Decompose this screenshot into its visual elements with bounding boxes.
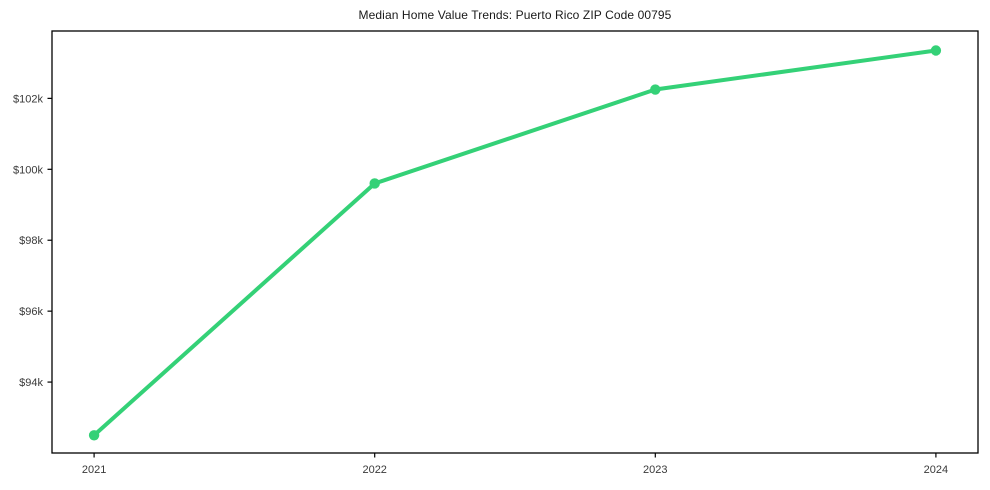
data-point-marker	[369, 178, 380, 189]
y-tick-label: $96k	[19, 306, 43, 318]
x-tick-label: 2024	[924, 464, 948, 476]
data-point-marker	[88, 430, 100, 441]
series-line	[92, 48, 938, 438]
y-tick-label: $98k	[19, 235, 43, 247]
data-point-marker	[930, 45, 942, 56]
y-tick-label: $100k	[13, 164, 43, 176]
x-tick-label: 2022	[362, 464, 386, 476]
x-tick-label: 2021	[82, 464, 106, 476]
data-point-marker	[650, 84, 661, 95]
chart-title: Median Home Value Trends: Puerto Rico ZI…	[358, 8, 672, 22]
y-tick-label: $94k	[19, 377, 43, 389]
plot-border	[51, 30, 979, 454]
x-tick-label: 2023	[643, 464, 667, 476]
y-tick-label: $102k	[13, 93, 43, 105]
